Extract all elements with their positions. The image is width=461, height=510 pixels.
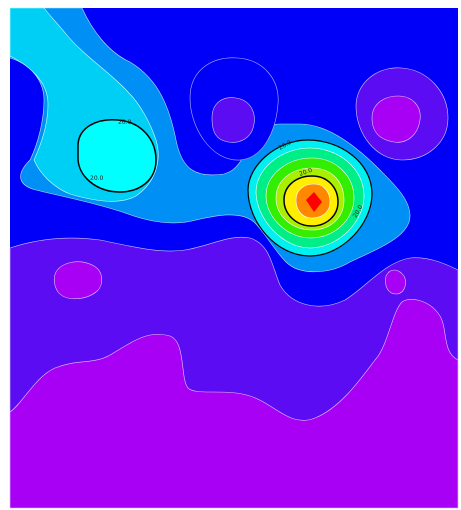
peak-cyan [77, 119, 157, 193]
contour-label: 20.0 [298, 167, 313, 178]
pocket-right [385, 269, 406, 295]
pocket-left [53, 261, 103, 300]
contour-label: 20.0 [118, 119, 132, 126]
peak-center [306, 192, 322, 212]
dome-right-core [371, 95, 421, 143]
band-purple [9, 299, 459, 509]
dome-upper-middle-core [211, 97, 255, 143]
contour-label: 20.0 [90, 175, 104, 182]
